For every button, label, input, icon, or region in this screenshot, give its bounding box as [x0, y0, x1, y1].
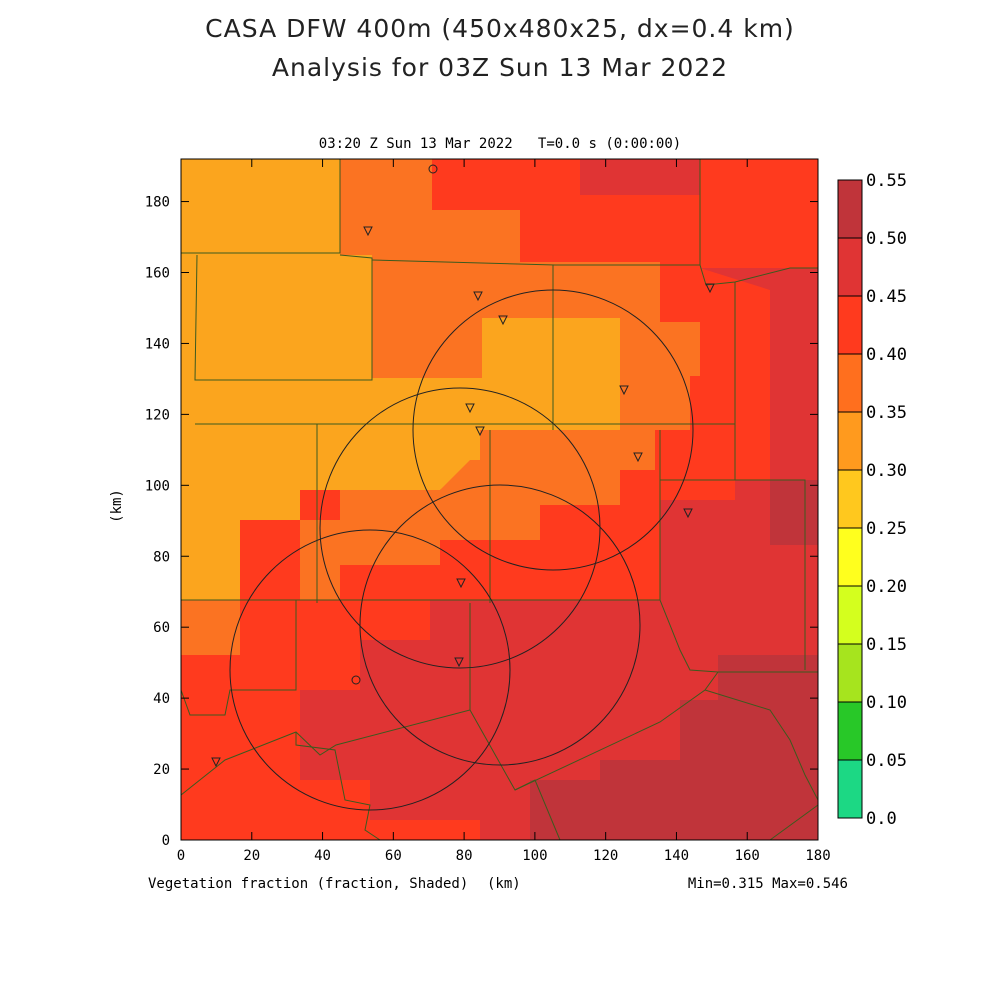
- colorbar-label: 0.50: [866, 229, 907, 249]
- colorbar-label: 0.10: [866, 693, 907, 713]
- map-subtitle: Analysis for 03Z Sun 13 Mar 2022: [271, 53, 729, 82]
- station-marker: [498, 315, 508, 326]
- field-region-0.35-sw: [181, 600, 240, 655]
- radar-ring: [319, 387, 601, 669]
- county-line: [659, 430, 818, 673]
- county-boundaries: [180, 159, 819, 841]
- field-region-0.50-e: [770, 480, 818, 545]
- axes: [180, 159, 819, 841]
- colorbar-swatch: [838, 702, 862, 760]
- x-tick-label: 40: [314, 848, 331, 864]
- colorbar-swatch: [838, 528, 862, 586]
- y-axis-unit: (km): [108, 489, 125, 523]
- field-region-0.35: [300, 159, 716, 600]
- colorbar-swatch: [838, 470, 862, 528]
- axis-tick-labels: 0 20 40 60 80 100 120 140 160 180 0 20 40 60 80 100 120 1…: [145, 195, 831, 864]
- y-tick-label: 0: [162, 833, 170, 849]
- radar-site-marker: [428, 164, 438, 174]
- station-marker: [456, 578, 466, 589]
- field-region-0.50-se: [530, 655, 818, 840]
- radar-ring: [412, 289, 694, 571]
- county-line: [769, 804, 819, 841]
- county-line: [180, 600, 297, 716]
- colorbar-label: 0.55: [866, 171, 907, 191]
- radar-ring: [359, 484, 641, 766]
- x-tick-label: 140: [664, 848, 689, 864]
- colorbar-label: 0.0: [866, 809, 897, 829]
- station-marker: [683, 508, 693, 519]
- colorbar-label: 0.35: [866, 403, 907, 423]
- colorbar-label: 0.15: [866, 635, 907, 655]
- y-tick-label: 60: [153, 620, 170, 636]
- colorbar-swatch: [838, 760, 862, 818]
- y-tick-label: 120: [145, 407, 170, 423]
- x-tick-label: 0: [177, 848, 185, 864]
- colorbar-swatch: [838, 412, 862, 470]
- x-tick-label: 180: [805, 848, 830, 864]
- colorbar-label: 0.20: [866, 577, 907, 597]
- colorbar-label: 0.45: [866, 287, 907, 307]
- station-markers: [211, 164, 715, 768]
- station-marker: [619, 385, 629, 396]
- colorbar-swatch: [838, 238, 862, 296]
- x-tick-label: 100: [522, 848, 547, 864]
- colorbar-label: 0.40: [866, 345, 907, 365]
- colorbar-label: 0.05: [866, 751, 907, 771]
- radar-site-marker: [351, 675, 361, 685]
- field-region-0.30: [181, 159, 620, 600]
- radar-range-rings: [229, 289, 694, 811]
- y-tick-label: 160: [145, 266, 170, 282]
- y-tick-label: 20: [153, 762, 170, 778]
- field-region-0.45-top: [580, 159, 700, 195]
- county-line: [704, 689, 819, 801]
- colorbar-swatch: [838, 586, 862, 644]
- station-marker: [363, 226, 373, 237]
- plot-frame: [180, 158, 819, 841]
- county-line: [514, 779, 561, 841]
- field-region-0.45: [360, 268, 818, 840]
- x-tick-label: 60: [385, 848, 402, 864]
- x-axis-unit: (km): [487, 876, 521, 892]
- variable-label: Vegetation fraction (fraction, Shaded): [148, 876, 469, 892]
- x-tick-label: 80: [456, 848, 473, 864]
- colorbar: 0.55 0.50 0.45 0.40 0.35 0.30 0.25 0.20 0.15 0.10…: [837, 171, 907, 829]
- county-line: [181, 159, 341, 254]
- station-marker: [454, 657, 464, 668]
- x-tick-label: 20: [243, 848, 260, 864]
- x-tick-label: 120: [593, 848, 618, 864]
- county-line: [295, 732, 381, 841]
- station-marker: [211, 757, 221, 768]
- station-marker: [465, 403, 475, 414]
- county-line: [194, 254, 373, 381]
- y-tick-label: 140: [145, 336, 170, 352]
- y-tick-label: 180: [145, 195, 170, 211]
- min-max-label: Min=0.315 Max=0.546: [687, 876, 848, 892]
- y-tick-label: 40: [153, 691, 170, 707]
- map-title: CASA DFW 400m (450x480x25, dx=0.4 km): [205, 14, 795, 43]
- county-line: [469, 671, 719, 791]
- colorbar-label: 0.25: [866, 519, 907, 539]
- y-tick-label: 80: [153, 549, 170, 565]
- valid-time-label: 03:20 Z Sun 13 Mar 2022 T=0.0 s (0:00:00…: [318, 136, 682, 152]
- station-marker: [633, 452, 643, 463]
- colorbar-swatch: [838, 296, 862, 354]
- colorbar-label: 0.30: [866, 461, 907, 481]
- station-marker: [473, 291, 483, 302]
- field-region-0.45-sw: [300, 690, 480, 820]
- field-region-0.40: [432, 159, 818, 500]
- vegetation-fraction-field: [181, 159, 818, 840]
- county-line: [371, 159, 701, 266]
- station-marker: [475, 426, 485, 437]
- y-tick-label: 100: [145, 478, 170, 494]
- station-marker: [705, 283, 715, 294]
- radar-ring: [229, 529, 511, 811]
- colorbar-swatch: [838, 354, 862, 412]
- county-line: [735, 479, 806, 670]
- colorbar-swatch: [838, 180, 862, 238]
- colorbar-swatch: [838, 644, 862, 702]
- x-tick-label: 160: [735, 848, 760, 864]
